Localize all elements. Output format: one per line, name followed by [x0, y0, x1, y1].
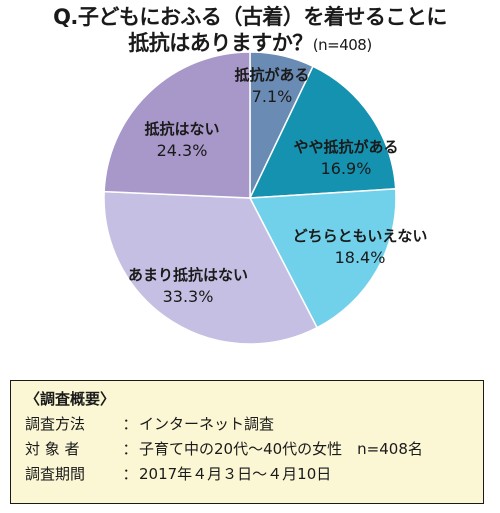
survey-row-period: 調査期間 ： 2017年４月３日〜４月10日: [25, 462, 469, 487]
survey-key: 対 象 者: [25, 440, 80, 458]
sample-size: (n=408): [312, 36, 372, 54]
slice-label: 抵抗はない: [144, 120, 219, 138]
survey-key: 調査方法: [25, 415, 86, 433]
survey-key: 調査期間: [25, 465, 86, 483]
survey-info-box: 〈調査概要〉 調査方法：インターネット調査 対 象 者：子育て中の20代〜40代…: [10, 380, 484, 504]
slice-label: あまり抵抗はない: [128, 266, 248, 284]
survey-value: インターネット調査: [139, 415, 275, 433]
title-line-2-text: 抵抗はありますか？: [128, 31, 313, 55]
slice-label: やや抵抗がある: [293, 138, 398, 156]
survey-separator: ：: [122, 415, 138, 433]
slice-value-label: 33.3%: [163, 287, 214, 306]
slice-label: どちらともいえない: [293, 227, 428, 245]
survey-separator: ：: [122, 465, 138, 483]
title-line-2: 抵抗はありますか？(n=408): [0, 30, 500, 58]
slice-value-label: 7.1%: [252, 87, 293, 106]
slice-value-label: 16.9%: [321, 159, 372, 178]
slice-label: 抵抗がある: [234, 66, 309, 84]
survey-separator: ：: [122, 440, 138, 458]
slice-value-label: 18.4%: [335, 248, 386, 267]
survey-row-target: 対 象 者 ：子育て中の20代〜40代の女性 n=408名: [25, 437, 469, 462]
chart-title: Q.子どもにおふる（古着）を着せることに 抵抗はありますか？(n=408): [0, 4, 500, 58]
survey-value: 2017年４月３日〜４月10日: [139, 465, 332, 483]
survey-heading: 〈調査概要〉: [25, 390, 116, 408]
slice-value-label: 24.3%: [157, 141, 208, 160]
pie-rim: [103, 51, 397, 345]
survey-row-method: 調査方法 ：インターネット調査: [25, 412, 469, 437]
survey-value: 子育て中の20代〜40代の女性 n=408名: [139, 440, 423, 458]
title-line-1: Q.子どもにおふる（古着）を着せることに: [53, 5, 447, 29]
